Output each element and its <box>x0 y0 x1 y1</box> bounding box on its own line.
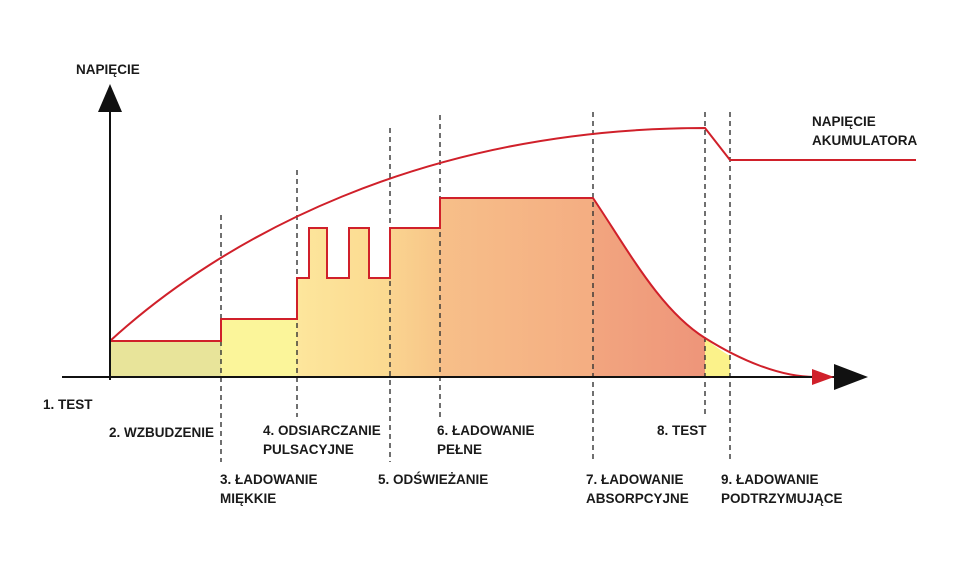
stage-2-label-line-1: 2. WZBUDZENIE <box>109 425 214 440</box>
x-axis-arrow-icon <box>834 364 868 390</box>
stage-4-label-line-1: 4. ODSIARCZANIE <box>263 423 381 438</box>
curve-label-line-1: NAPIĘCIE <box>812 114 876 129</box>
y-axis-arrow-icon <box>98 84 122 112</box>
stage-9-label-line-2: PODTRZYMUJĄCE <box>721 491 843 506</box>
fill-stage-4 <box>297 228 390 377</box>
stage-9-label: 9. ŁADOWANIE PODTRZYMUJĄCE <box>721 472 843 506</box>
labels: NAPIĘCIE NAPIĘCIE AKUMULATORA 1. TEST 2.… <box>43 62 917 506</box>
stage-4-label: 4. ODSIARCZANIE PULSACYJNE <box>263 423 385 457</box>
stage-8-label: 8. TEST <box>657 423 707 438</box>
fill-stage-2 <box>110 341 221 377</box>
stage-1-label: 1. TEST <box>43 397 93 412</box>
stage-5-label-line-1: 5. ODŚWIEŻANIE <box>378 472 488 487</box>
charging-profile-line <box>110 197 816 378</box>
stage-6-label-line-1: 6. ŁADOWANIE <box>437 423 535 438</box>
stage-3-label: 3. ŁADOWANIE MIĘKKIE <box>220 472 321 506</box>
stage-3-label-line-1: 3. ŁADOWANIE <box>220 472 318 487</box>
fill-stage-6 <box>440 198 593 377</box>
fill-stage-3 <box>221 319 297 377</box>
stage-7-label: 7. ŁADOWANIE ABSORPCYJNE <box>586 472 689 506</box>
fill-stage-5 <box>390 228 440 377</box>
x-axis-red-arrow-icon <box>812 369 834 385</box>
y-axis-label: NAPIĘCIE <box>76 62 140 77</box>
battery-voltage-curve <box>109 126 916 342</box>
stage-3-label-line-2: MIĘKKIE <box>220 491 276 506</box>
stage-dividers <box>220 112 731 462</box>
stage-6-label: 6. ŁADOWANIE PEŁNE <box>437 423 538 457</box>
stage-5-label: 5. ODŚWIEŻANIE <box>378 472 488 487</box>
axes <box>62 84 868 390</box>
stage-8-label-line-1: 8. TEST <box>657 423 707 438</box>
stage-9-label-line-1: 9. ŁADOWANIE <box>721 472 819 487</box>
stage-2-label: 2. WZBUDZENIE <box>109 425 214 440</box>
stage-4-label-line-2: PULSACYJNE <box>263 442 354 457</box>
curve-label: NAPIĘCIE AKUMULATORA <box>812 114 917 148</box>
stage-1-label-line-1: 1. TEST <box>43 397 93 412</box>
stage-7-label-line-1: 7. ŁADOWANIE <box>586 472 684 487</box>
stage-6-label-line-2: PEŁNE <box>437 442 482 457</box>
fill-stage-8 <box>705 338 730 377</box>
stage-7-label-line-2: ABSORPCYJNE <box>586 491 689 506</box>
stage-fills <box>110 198 730 377</box>
curve-label-line-2: AKUMULATORA <box>812 133 917 148</box>
